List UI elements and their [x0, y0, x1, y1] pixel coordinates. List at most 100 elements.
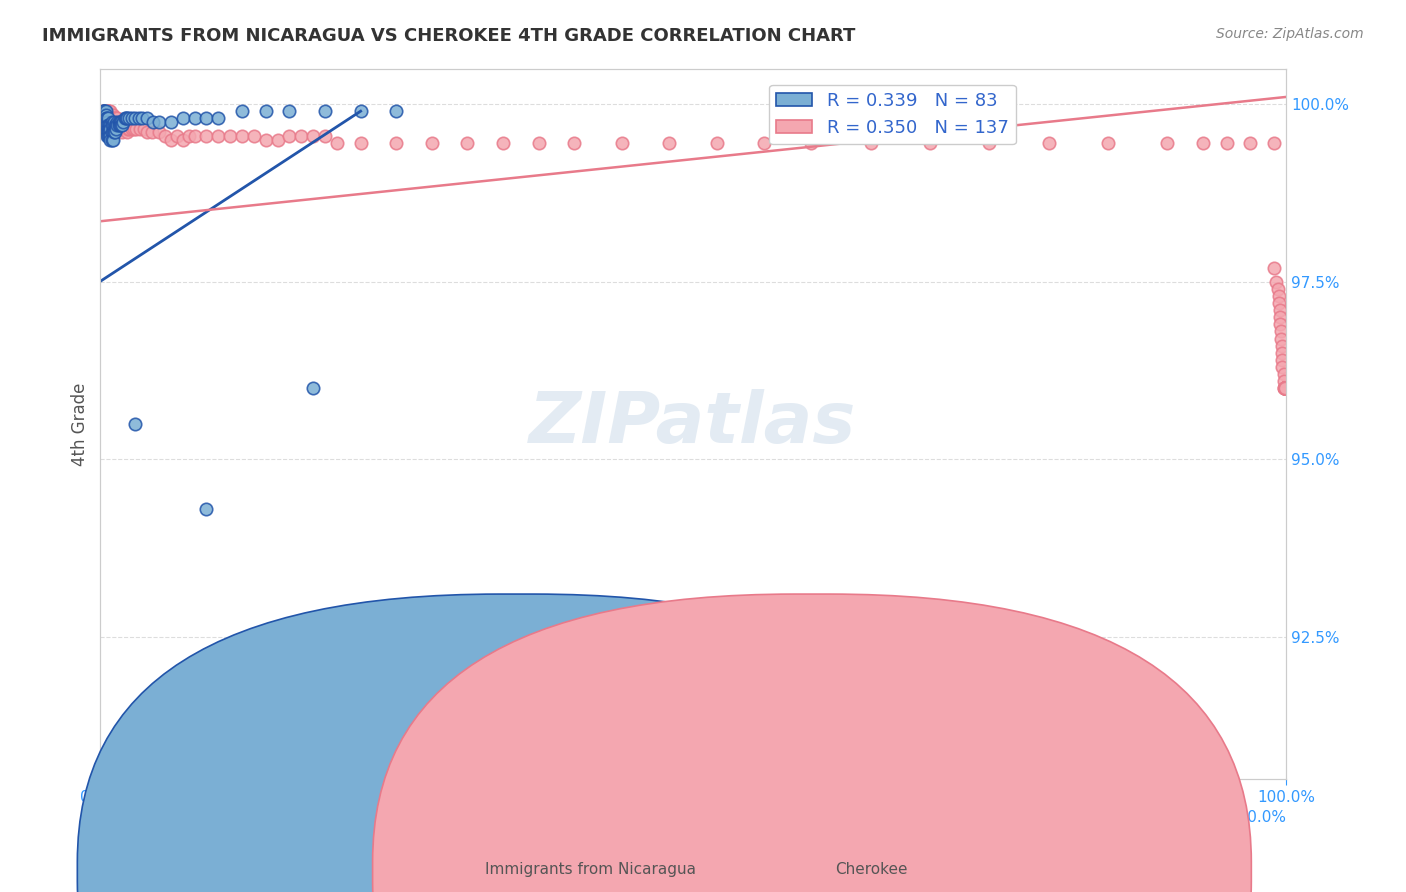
Point — [266, 132, 288, 146]
Text: Immigrants from Nicaragua: Immigrants from Nicaragua — [485, 863, 696, 877]
Point — [104, 112, 127, 126]
Point — [110, 119, 132, 133]
Point — [1274, 381, 1296, 395]
Point — [1274, 381, 1296, 395]
Text: ZIPatlas: ZIPatlas — [529, 390, 856, 458]
Point — [1274, 381, 1296, 395]
Point — [93, 115, 115, 129]
Point — [859, 136, 882, 150]
Point — [562, 136, 585, 150]
Point — [94, 108, 117, 122]
Point — [1156, 136, 1178, 150]
Point — [112, 115, 135, 129]
Point — [1274, 381, 1296, 395]
Point — [1268, 318, 1291, 332]
Point — [706, 136, 728, 150]
Point — [254, 132, 277, 146]
Point — [100, 115, 122, 129]
Point — [160, 115, 183, 129]
Point — [100, 119, 122, 133]
Point — [98, 119, 121, 133]
Point — [290, 129, 312, 144]
Point — [1274, 381, 1296, 395]
Point — [278, 104, 301, 119]
Point — [97, 119, 120, 133]
Point — [1274, 381, 1296, 395]
Text: 100.0%: 100.0% — [1227, 810, 1286, 825]
Point — [124, 417, 146, 431]
Point — [96, 129, 118, 144]
Point — [136, 126, 159, 140]
Point — [1274, 381, 1296, 395]
Point — [1274, 381, 1296, 395]
Point — [1097, 136, 1119, 150]
Point — [183, 129, 205, 144]
Point — [112, 119, 135, 133]
Point — [97, 115, 120, 129]
Point — [108, 119, 131, 133]
Point — [1274, 381, 1296, 395]
Point — [1272, 374, 1295, 388]
Point — [94, 112, 117, 126]
Point — [1271, 339, 1294, 353]
Point — [107, 119, 129, 133]
Point — [1192, 136, 1215, 150]
Point — [101, 108, 124, 122]
Point — [527, 136, 550, 150]
Point — [98, 122, 121, 136]
Point — [98, 129, 121, 144]
Point — [103, 112, 125, 126]
Point — [207, 129, 229, 144]
Point — [153, 129, 176, 144]
Point — [148, 115, 170, 129]
Point — [93, 104, 115, 119]
Point — [172, 112, 194, 126]
Point — [1274, 381, 1296, 395]
Point — [172, 132, 194, 146]
Point — [231, 104, 253, 119]
Point — [94, 119, 117, 133]
Point — [136, 112, 159, 126]
Point — [658, 136, 681, 150]
Point — [94, 119, 117, 133]
Point — [131, 112, 153, 126]
Point — [195, 112, 218, 126]
Point — [1274, 381, 1296, 395]
Y-axis label: 4th Grade: 4th Grade — [72, 382, 89, 466]
Point — [231, 129, 253, 144]
Point — [98, 122, 121, 136]
Point — [1263, 136, 1285, 150]
Point — [350, 104, 373, 119]
Point — [1270, 325, 1292, 339]
Point — [1268, 303, 1291, 318]
Point — [121, 122, 143, 136]
Point — [93, 108, 115, 122]
Point — [96, 115, 118, 129]
Point — [1274, 381, 1296, 395]
Point — [98, 129, 121, 144]
Point — [103, 119, 125, 133]
Point — [1038, 136, 1060, 150]
Point — [420, 136, 443, 150]
Point — [91, 104, 114, 119]
Point — [107, 122, 129, 136]
Point — [94, 104, 117, 119]
Point — [100, 132, 122, 146]
Point — [94, 104, 117, 119]
Point — [1271, 353, 1294, 368]
Point — [105, 126, 128, 140]
Point — [101, 132, 124, 146]
Point — [101, 126, 124, 140]
Point — [1268, 310, 1291, 325]
Point — [103, 126, 125, 140]
Point — [110, 115, 132, 129]
Point — [1274, 381, 1296, 395]
Point — [94, 112, 117, 126]
Point — [96, 119, 118, 133]
Point — [118, 122, 141, 136]
Point — [108, 119, 131, 133]
Point — [104, 122, 127, 136]
Point — [160, 132, 183, 146]
Point — [278, 129, 301, 144]
Legend: R = 0.339   N = 83, R = 0.350   N = 137: R = 0.339 N = 83, R = 0.350 N = 137 — [769, 85, 1017, 145]
